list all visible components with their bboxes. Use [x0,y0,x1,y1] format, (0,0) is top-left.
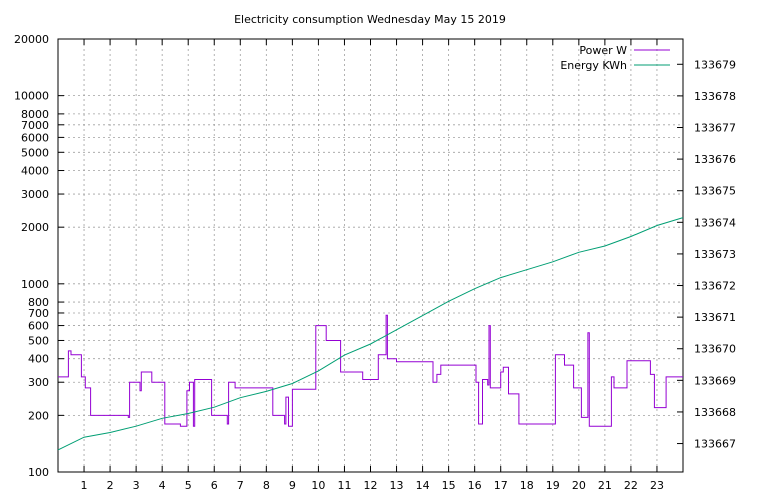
x-tick-label: 1 [81,479,88,492]
y-right-tick-label: 133675 [694,185,736,198]
chart-title: Electricity consumption Wednesday May 15… [234,13,506,26]
y-right-tick-label: 133672 [694,280,736,293]
y-left-tick-label: 600 [28,320,49,333]
series-line-power [58,314,683,427]
x-tick-label: 20 [572,479,586,492]
y-left-tick-label: 3000 [21,188,49,201]
x-tick-label: 5 [185,479,192,492]
x-tick-label: 21 [598,479,612,492]
x-tick-label: 18 [520,479,534,492]
y-right-tick-label: 133674 [694,216,736,229]
x-tick-label: 10 [311,479,325,492]
y-left-tick-label: 700 [28,307,49,320]
series-layer [57,217,684,451]
y-left-tick-label: 800 [28,296,49,309]
y-left-tick-label: 2000 [21,221,49,234]
x-tick-label: 11 [337,479,351,492]
y-right-tick-label: 133670 [694,343,736,356]
y-left-tick-label: 300 [28,376,49,389]
x-tick-label: 2 [107,479,114,492]
y-right-tick-label: 133668 [694,406,736,419]
y-right-tick-label: 133677 [694,121,736,134]
y-left-tick-label: 5000 [21,146,49,159]
x-tick-label: 12 [364,479,378,492]
x-tick-label: 16 [468,479,482,492]
y-left-tick-label: 200 [28,409,49,422]
y-right-tick-label: 133667 [694,438,736,451]
y-left-tick-label: 4000 [21,165,49,178]
y-left-tick-label: 400 [28,353,49,366]
y-left-tick-label: 1000 [21,278,49,291]
y-left-tick-label: 7000 [21,119,49,132]
x-tick-label: 15 [442,479,456,492]
y-left-tick-label: 500 [28,334,49,347]
x-tick-label: 23 [650,479,664,492]
y-right-tick-label: 133679 [694,58,736,71]
y-right-tick-label: 133676 [694,153,736,166]
series-line-energy [57,217,684,451]
legend: Power W Energy KWh [560,44,670,72]
x-tick-label: 13 [390,479,404,492]
x-tick-label: 17 [494,479,508,492]
y-right-tick-label: 133678 [694,90,736,103]
y-right-tick-label: 133673 [694,248,736,261]
x-tick-label: 19 [546,479,560,492]
legend-label: Power W [579,44,627,57]
y-left-tick-label: 20000 [14,33,49,46]
y-right-tick-label: 133671 [694,311,736,324]
x-tick-label: 22 [624,479,638,492]
x-tick-label: 3 [133,479,140,492]
y-left-tick-label: 10000 [14,90,49,103]
x-tick-label: 4 [159,479,166,492]
y-left-tick-label: 100 [28,466,49,479]
x-tick-label: 14 [416,479,430,492]
y-right-tick-label: 133669 [694,374,736,387]
x-tick-label: 7 [237,479,244,492]
x-tick-label: 6 [211,479,218,492]
legend-label: Energy KWh [560,59,627,72]
y-left-tick-label: 8000 [21,108,49,121]
y-left-tick-label: 6000 [21,131,49,144]
x-tick-label: 8 [263,479,270,492]
x-tick-label: 9 [289,479,296,492]
